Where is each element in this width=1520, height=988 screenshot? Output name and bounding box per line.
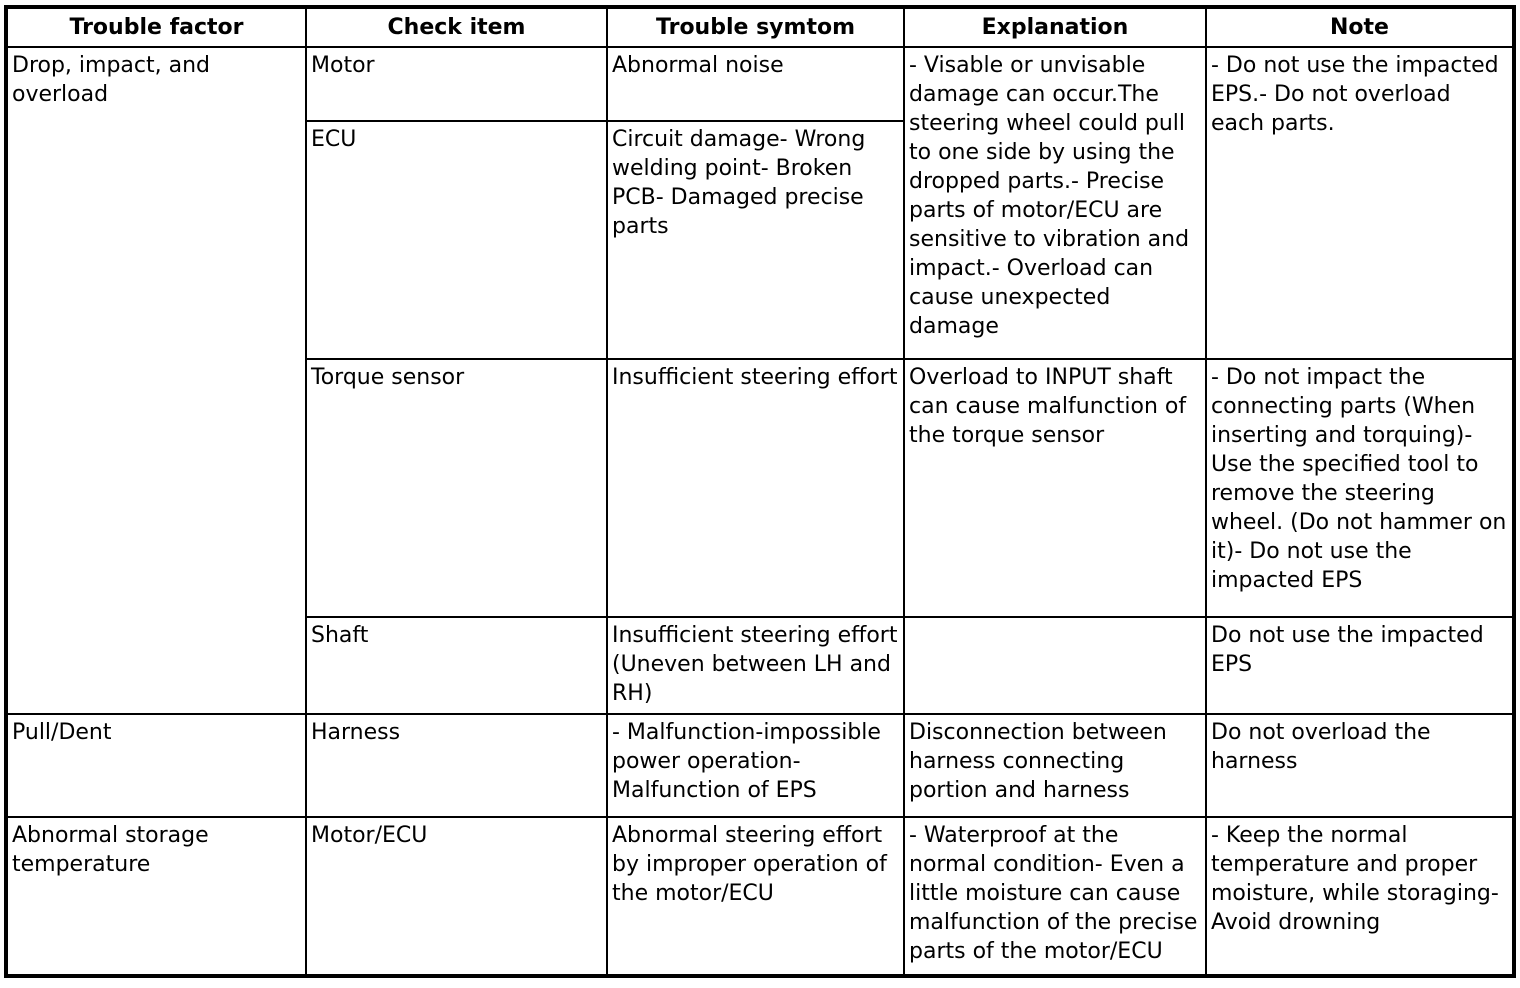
cell-symptom-shaft: Insufficient steering effort (Uneven bet… <box>606 616 905 715</box>
cell-note-harness: Do not overload the harness <box>1205 713 1515 818</box>
col-header-explanation: Explanation <box>903 6 1207 48</box>
cell-factor-abnormal-storage-temperature: Abnormal storage temperature <box>5 816 307 977</box>
cell-symptom-torque-sensor: Insufficient steering effort <box>606 358 905 618</box>
table-row-storage-temperature: Abnormal storage temperature Motor/ECU A… <box>5 816 1515 977</box>
cell-explanation-torque-sensor: Overload to INPUT shaft can cause malfun… <box>903 358 1207 618</box>
cell-symptom-motor: Abnormal noise <box>606 46 905 122</box>
col-header-trouble-factor: Trouble factor <box>5 6 307 48</box>
cell-check-motor: Motor <box>305 46 608 122</box>
table-row-torque-sensor: Torque sensor Insufficient steering effo… <box>6 358 1515 618</box>
cell-symptom-motor-ecu: Abnormal steering effort by improper ope… <box>606 816 905 977</box>
table-row-motor: Drop, impact, and overload Motor Abnorma… <box>5 46 1515 715</box>
troubleshooting-table: Trouble factor Check item Trouble symtom… <box>4 5 1516 978</box>
cell-check-ecu: ECU <box>305 120 608 360</box>
cell-explanation-harness: Disconnection between harness connecting… <box>903 713 1207 818</box>
table-row-harness: Pull/Dent Harness - Malfunction-impossib… <box>5 713 1515 818</box>
cell-explanation-motor-ecu: - Visable or unvisable damage can occur.… <box>903 46 1207 360</box>
cell-symptom-harness: - Malfunction-impossible power operation… <box>606 713 905 818</box>
cell-check-shaft: Shaft <box>305 616 608 715</box>
cell-check-motor-ecu: Motor/ECU <box>305 816 608 977</box>
col-header-check-item: Check item <box>305 6 608 48</box>
table-row-shaft: Shaft Insufficient steering effort (Unev… <box>6 616 1515 715</box>
cell-factor-pull-dent: Pull/Dent <box>5 713 307 818</box>
col-header-note: Note <box>1205 6 1515 48</box>
cell-explanation-shaft <box>903 616 1207 715</box>
cell-check-harness: Harness <box>305 713 608 818</box>
cell-note-shaft: Do not use the impacted EPS <box>1205 616 1515 715</box>
col-header-trouble-symtom: Trouble symtom <box>606 6 905 48</box>
cell-note-torque-sensor: - Do not impact the connecting parts (Wh… <box>1205 358 1515 618</box>
cell-note-motor-ecu: - Do not use the impacted EPS.- Do not o… <box>1205 46 1515 360</box>
cell-symptom-ecu: Circuit damage- Wrong welding point- Bro… <box>606 120 905 360</box>
cell-explanation-storage: - Waterproof at the normal condition- Ev… <box>903 816 1207 977</box>
cell-check-torque-sensor: Torque sensor <box>305 358 608 618</box>
table-row-ecu: ECU Circuit damage- Wrong welding point-… <box>6 120 1514 360</box>
cell-note-storage: - Keep the normal temperature and proper… <box>1205 816 1515 977</box>
header-row: Trouble factor Check item Trouble symtom… <box>5 6 1515 48</box>
cell-factor-drop-impact-overload: Drop, impact, and overload <box>5 46 307 715</box>
